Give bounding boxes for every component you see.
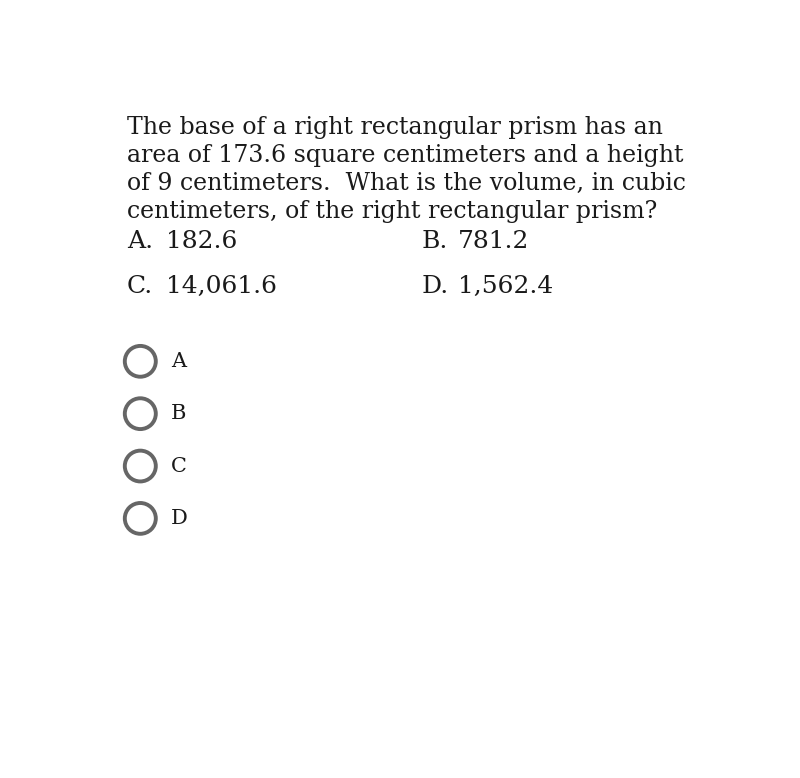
Text: B: B	[171, 405, 186, 423]
Text: B.: B.	[422, 230, 448, 254]
Text: D.: D.	[422, 275, 449, 298]
Text: A: A	[171, 352, 186, 371]
Text: C.: C.	[127, 275, 154, 298]
Text: 14,061.6: 14,061.6	[166, 275, 277, 298]
Text: centimeters, of the right rectangular prism?: centimeters, of the right rectangular pr…	[127, 200, 658, 223]
Text: 1,562.4: 1,562.4	[458, 275, 554, 298]
Text: C: C	[171, 457, 187, 475]
Text: of 9 centimeters.  What is the volume, in cubic: of 9 centimeters. What is the volume, in…	[127, 172, 686, 195]
Text: 182.6: 182.6	[166, 230, 238, 254]
Text: The base of a right rectangular prism has an: The base of a right rectangular prism ha…	[127, 117, 663, 139]
Text: D: D	[171, 509, 188, 528]
Text: 781.2: 781.2	[458, 230, 530, 254]
Text: A.: A.	[127, 230, 154, 254]
Text: area of 173.6 square centimeters and a height: area of 173.6 square centimeters and a h…	[127, 144, 684, 167]
